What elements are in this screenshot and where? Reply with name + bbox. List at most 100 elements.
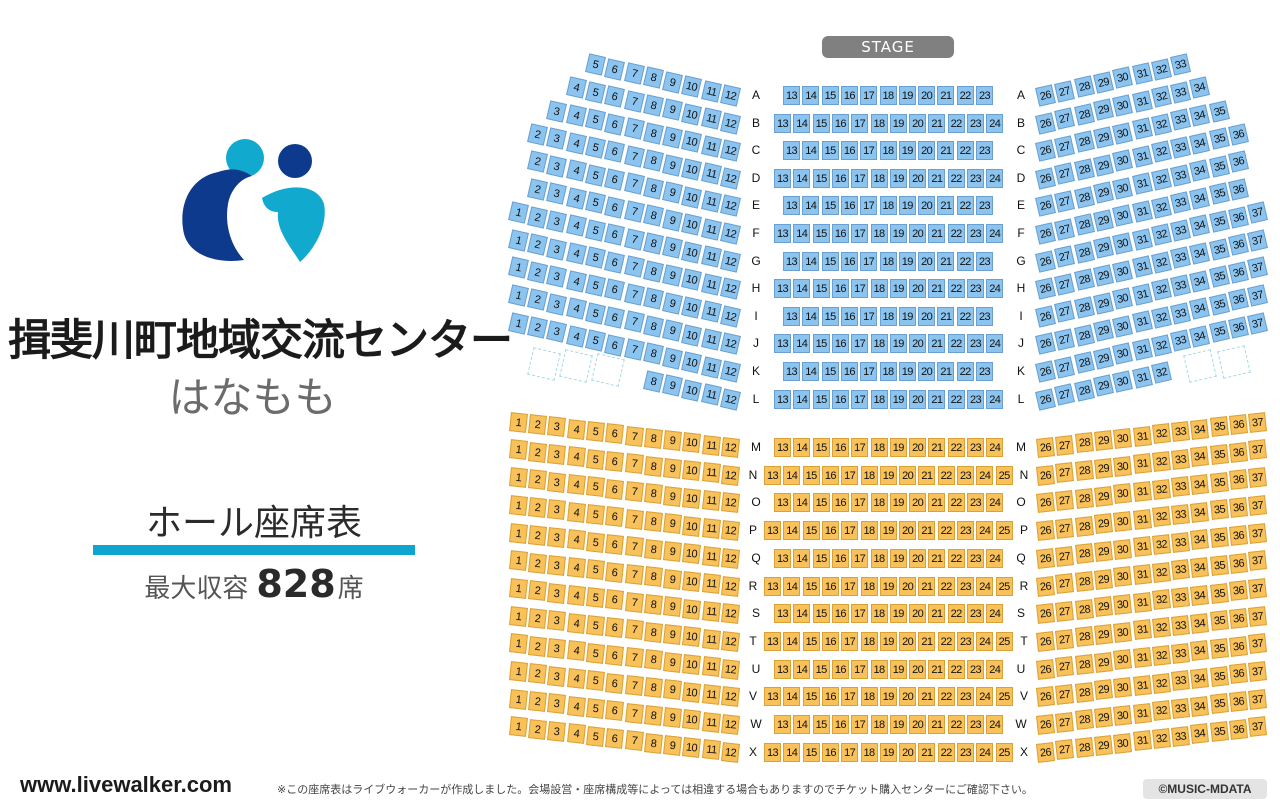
seat[interactable]: 11 bbox=[701, 573, 721, 595]
seat[interactable]: 17 bbox=[851, 168, 869, 188]
seat[interactable]: 8 bbox=[642, 259, 664, 283]
seat[interactable]: 34 bbox=[1189, 269, 1211, 293]
seat[interactable]: 12 bbox=[721, 464, 740, 486]
seat[interactable]: 15 bbox=[802, 465, 820, 485]
seat[interactable]: 36 bbox=[1228, 205, 1249, 229]
seat[interactable]: 15 bbox=[812, 493, 830, 513]
seat[interactable]: 2 bbox=[528, 441, 547, 463]
seat[interactable]: 36 bbox=[1228, 316, 1249, 339]
seat[interactable]: 5 bbox=[584, 274, 606, 297]
seat[interactable]: 36 bbox=[1229, 580, 1248, 602]
seat[interactable]: 22 bbox=[947, 438, 965, 457]
seat[interactable]: 8 bbox=[643, 511, 663, 532]
seat[interactable]: 20 bbox=[909, 715, 927, 734]
seat[interactable]: 6 bbox=[605, 589, 625, 611]
seat[interactable]: 37 bbox=[1248, 494, 1268, 516]
seat[interactable]: 33 bbox=[1170, 163, 1192, 187]
seat[interactable]: 30 bbox=[1112, 177, 1134, 200]
seat[interactable]: 21 bbox=[928, 389, 946, 409]
seat[interactable]: 30 bbox=[1113, 538, 1133, 560]
seat[interactable]: 6 bbox=[604, 251, 626, 274]
seat[interactable]: 18 bbox=[879, 86, 897, 105]
seat[interactable]: 27 bbox=[1054, 300, 1076, 324]
seat[interactable]: 24 bbox=[976, 521, 994, 541]
seat[interactable]: 18 bbox=[860, 742, 878, 762]
seat[interactable]: 5 bbox=[584, 329, 606, 352]
seat[interactable]: 10 bbox=[682, 543, 702, 565]
seat[interactable]: 18 bbox=[860, 521, 878, 541]
seat[interactable]: 21 bbox=[928, 279, 946, 299]
seat[interactable]: 10 bbox=[681, 241, 703, 264]
seat[interactable]: 12 bbox=[720, 332, 741, 356]
seat[interactable]: 37 bbox=[1247, 201, 1269, 224]
seat[interactable]: 37 bbox=[1247, 311, 1269, 335]
seat[interactable]: 22 bbox=[947, 389, 965, 409]
seat[interactable]: 20 bbox=[909, 279, 927, 299]
seat[interactable]: 21 bbox=[937, 141, 955, 161]
seat[interactable]: 28 bbox=[1074, 543, 1094, 565]
seat[interactable]: 26 bbox=[1035, 222, 1056, 245]
seat[interactable]: 8 bbox=[643, 594, 663, 615]
seat[interactable]: 27 bbox=[1054, 245, 1076, 268]
seat[interactable]: 16 bbox=[840, 306, 858, 326]
seat[interactable]: 29 bbox=[1092, 71, 1114, 94]
seat[interactable]: 16 bbox=[831, 659, 849, 679]
seat[interactable]: 5 bbox=[584, 191, 606, 214]
seat[interactable]: 30 bbox=[1112, 149, 1134, 172]
seat[interactable]: 17 bbox=[851, 279, 869, 299]
seat[interactable]: 23 bbox=[976, 141, 993, 161]
seat[interactable]: 2 bbox=[528, 552, 547, 574]
seat[interactable]: 11 bbox=[701, 601, 721, 622]
seat[interactable]: 33 bbox=[1171, 698, 1191, 719]
seat[interactable]: 2 bbox=[528, 635, 547, 657]
seat[interactable]: 22 bbox=[947, 168, 965, 188]
seat[interactable]: 26 bbox=[1035, 249, 1056, 273]
seat[interactable]: 1 bbox=[508, 439, 528, 461]
seat[interactable]: 29 bbox=[1093, 457, 1113, 479]
seat[interactable]: 2 bbox=[528, 608, 547, 629]
seat[interactable]: 14 bbox=[793, 113, 811, 133]
seat[interactable]: 6 bbox=[605, 644, 625, 666]
seat[interactable]: 32 bbox=[1151, 478, 1171, 500]
seat[interactable]: 32 bbox=[1150, 251, 1172, 274]
seat[interactable]: 18 bbox=[870, 493, 888, 513]
seat[interactable]: 36 bbox=[1228, 288, 1249, 312]
seat[interactable]: 21 bbox=[928, 438, 946, 457]
seat[interactable]: 35 bbox=[1208, 237, 1230, 261]
seat[interactable]: 20 bbox=[918, 196, 936, 216]
seat[interactable]: 14 bbox=[793, 389, 811, 409]
seat[interactable]: 33 bbox=[1171, 559, 1191, 581]
seat[interactable]: 23 bbox=[967, 548, 984, 568]
seat[interactable]: 11 bbox=[701, 462, 721, 484]
seat[interactable]: 32 bbox=[1150, 306, 1172, 329]
seat[interactable]: 19 bbox=[898, 362, 916, 381]
seat[interactable]: 30 bbox=[1113, 704, 1133, 726]
seat[interactable]: 37 bbox=[1247, 284, 1269, 307]
seat[interactable]: 28 bbox=[1074, 487, 1094, 509]
seat[interactable]: 21 bbox=[928, 548, 946, 568]
seat[interactable]: 10 bbox=[681, 323, 703, 347]
seat[interactable]: 4 bbox=[565, 159, 587, 182]
seat[interactable]: 25 bbox=[995, 576, 1013, 596]
seat[interactable]: 24 bbox=[976, 465, 994, 485]
seat[interactable]: 22 bbox=[947, 334, 965, 354]
seat[interactable]: 21 bbox=[937, 306, 955, 326]
seat[interactable]: 5 bbox=[584, 108, 606, 132]
seat[interactable]: 19 bbox=[889, 715, 907, 734]
seat[interactable]: 7 bbox=[623, 117, 645, 140]
seat[interactable]: 11 bbox=[700, 355, 722, 379]
seat[interactable]: 11 bbox=[700, 79, 722, 103]
seat[interactable]: 36 bbox=[1229, 497, 1248, 518]
seat[interactable]: 13 bbox=[774, 715, 791, 734]
seat[interactable]: 29 bbox=[1093, 485, 1113, 507]
seat[interactable]: 26 bbox=[1035, 305, 1056, 328]
seat[interactable]: 21 bbox=[928, 113, 946, 133]
seat[interactable]: 5 bbox=[585, 670, 605, 692]
seat[interactable]: 12 bbox=[720, 222, 741, 245]
seat[interactable]: 36 bbox=[1228, 233, 1249, 256]
seat[interactable]: 4 bbox=[565, 131, 587, 155]
seat[interactable]: 21 bbox=[928, 715, 946, 734]
seat[interactable]: 34 bbox=[1190, 723, 1210, 745]
seat[interactable]: 36 bbox=[1228, 178, 1249, 201]
seat[interactable]: 21 bbox=[928, 224, 946, 243]
